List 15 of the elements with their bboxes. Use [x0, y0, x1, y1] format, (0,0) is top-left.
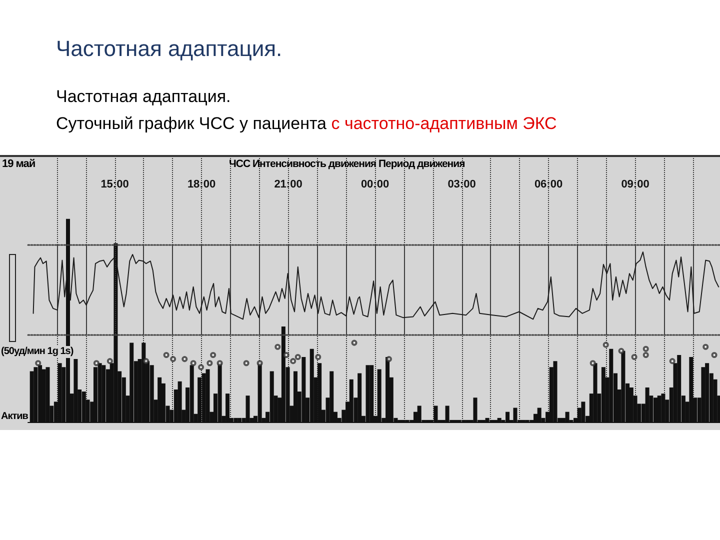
chart-subtitle: Частотная адаптация.: [56, 36, 282, 62]
x-tick-label: 15:00: [100, 178, 129, 190]
y-axis-title: Актив: [1, 411, 28, 422]
x-tick-label: 21:00: [274, 178, 302, 190]
text: ЧСС Интенсивность движения Период движения: [229, 158, 465, 170]
text: 19 май: [2, 158, 36, 171]
annotation: (50уд/мин 1g 1s): [1, 346, 74, 358]
text: Суточный график ЧСС у пациента: [56, 114, 327, 133]
x-tick-label: 03:00: [448, 178, 476, 190]
chart-title: Частотная адаптация.: [56, 87, 231, 107]
text: с частотно-адаптивным ЭКС: [331, 114, 557, 133]
x-tick-label: 00:00: [360, 178, 390, 190]
x-tick-label: 09:00: [621, 178, 650, 190]
x-tick-label: 18:00: [187, 178, 216, 190]
x-tick-label: 06:00: [534, 178, 563, 190]
